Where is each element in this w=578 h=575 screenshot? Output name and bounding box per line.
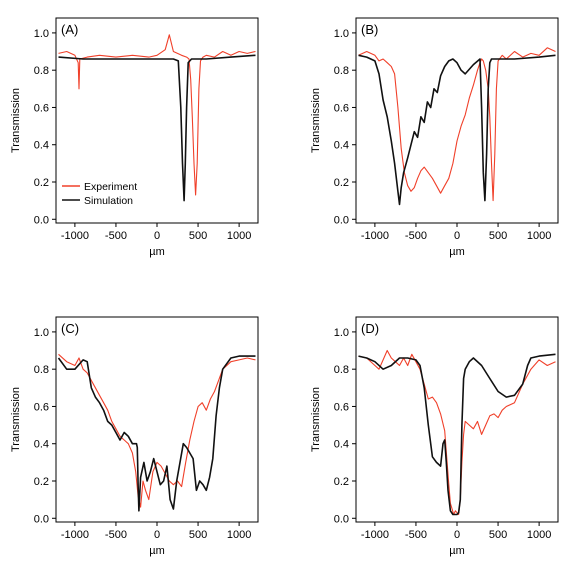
y-tick-label: 0.2 bbox=[334, 177, 349, 189]
y-axis-label: Transmission bbox=[310, 387, 322, 452]
x-tick-label: 0 bbox=[454, 230, 460, 242]
chart-panel-3: -1000 -500 0 500 1000 0.0 0.2 0.4 0.6 0.8 1.0 µm Tra… bbox=[310, 316, 559, 557]
x-tick-label: 1000 bbox=[227, 529, 251, 541]
x-tick-label: 1000 bbox=[227, 230, 251, 242]
y-tick-label: 0.0 bbox=[34, 214, 49, 226]
y-tick-label: 0.0 bbox=[334, 214, 349, 226]
x-tick-label: 1000 bbox=[527, 529, 551, 541]
x-axis-label: µm bbox=[449, 246, 465, 258]
x-tick-label: -1000 bbox=[361, 529, 389, 541]
x-tick-label: 500 bbox=[489, 230, 507, 242]
y-tick-label: 1.0 bbox=[34, 327, 49, 339]
x-tick-label: 500 bbox=[189, 529, 207, 541]
y-tick-label: 0.4 bbox=[334, 439, 349, 451]
plot-frame bbox=[355, 17, 559, 224]
y-tick-label: 0.8 bbox=[334, 65, 349, 77]
chart-panel-2: -1000 -500 0 500 1000 0.0 0.2 0.4 0.6 0.8 1.0 µm Tra… bbox=[10, 316, 259, 557]
panel-label: (D) bbox=[361, 321, 379, 336]
x-tick-label: 0 bbox=[154, 529, 160, 541]
y-axis-label: Transmission bbox=[10, 88, 22, 153]
y-tick-label: 0.8 bbox=[34, 65, 49, 77]
y-tick-label: 1.0 bbox=[334, 28, 349, 40]
series-line-simulation bbox=[57, 355, 256, 512]
series-line-simulation bbox=[358, 353, 556, 516]
x-tick-label: -500 bbox=[105, 230, 127, 242]
y-tick-label: 0.6 bbox=[334, 102, 349, 114]
x-tick-label: -500 bbox=[405, 529, 427, 541]
y-tick-label: 0.6 bbox=[34, 401, 49, 413]
series-line-simulation bbox=[358, 54, 556, 206]
series-line-experiment bbox=[358, 47, 556, 202]
x-tick-label: -500 bbox=[405, 230, 427, 242]
y-tick-label: 0.6 bbox=[334, 401, 349, 413]
series-line-experiment bbox=[358, 349, 556, 516]
x-tick-label: -1000 bbox=[61, 529, 89, 541]
legend-entry: Experiment bbox=[84, 181, 137, 193]
y-tick-label: 0.2 bbox=[34, 476, 49, 488]
x-tick-label: -1000 bbox=[361, 230, 389, 242]
y-tick-label: 0.0 bbox=[34, 513, 49, 525]
panel-label: (C) bbox=[61, 321, 79, 336]
chart-panel-1: -1000 -500 0 500 1000 0.0 0.2 0.4 0.6 0.8 1.0 µm Tra… bbox=[310, 17, 559, 258]
x-tick-label: 0 bbox=[454, 529, 460, 541]
plot-frame bbox=[355, 316, 559, 523]
y-tick-label: 0.2 bbox=[334, 476, 349, 488]
y-tick-label: 1.0 bbox=[34, 28, 49, 40]
chart-panel-0: -1000 -500 0 500 1000 0.0 0.2 0.4 0.6 0.8 1.0 µm Tra… bbox=[10, 17, 259, 258]
y-tick-label: 0.4 bbox=[334, 140, 349, 152]
y-tick-label: 0.2 bbox=[34, 177, 49, 189]
x-tick-label: -1000 bbox=[61, 230, 89, 242]
x-tick-label: 500 bbox=[189, 230, 207, 242]
x-tick-label: 500 bbox=[489, 529, 507, 541]
series-line-simulation bbox=[58, 54, 256, 202]
y-tick-label: 0.6 bbox=[34, 102, 49, 114]
y-tick-label: 0.8 bbox=[34, 364, 49, 376]
series-line-experiment bbox=[58, 353, 256, 508]
x-axis-label: µm bbox=[149, 246, 165, 258]
x-tick-label: 0 bbox=[154, 230, 160, 242]
y-tick-label: 1.0 bbox=[334, 327, 349, 339]
panel-label: (B) bbox=[361, 22, 378, 37]
y-axis-label: Transmission bbox=[10, 387, 22, 452]
panel-label: (A) bbox=[61, 22, 78, 37]
y-tick-label: 0.8 bbox=[334, 364, 349, 376]
y-tick-label: 0.4 bbox=[34, 439, 49, 451]
y-tick-label: 0.0 bbox=[334, 513, 349, 525]
y-tick-label: 0.4 bbox=[34, 140, 49, 152]
legend-entry: Simulation bbox=[84, 195, 133, 207]
x-axis-label: µm bbox=[449, 545, 465, 557]
y-axis-label: Transmission bbox=[310, 88, 322, 153]
x-tick-label: -500 bbox=[105, 529, 127, 541]
plot-frame bbox=[55, 316, 259, 523]
x-axis-label: µm bbox=[149, 545, 165, 557]
x-tick-label: 1000 bbox=[527, 230, 551, 242]
